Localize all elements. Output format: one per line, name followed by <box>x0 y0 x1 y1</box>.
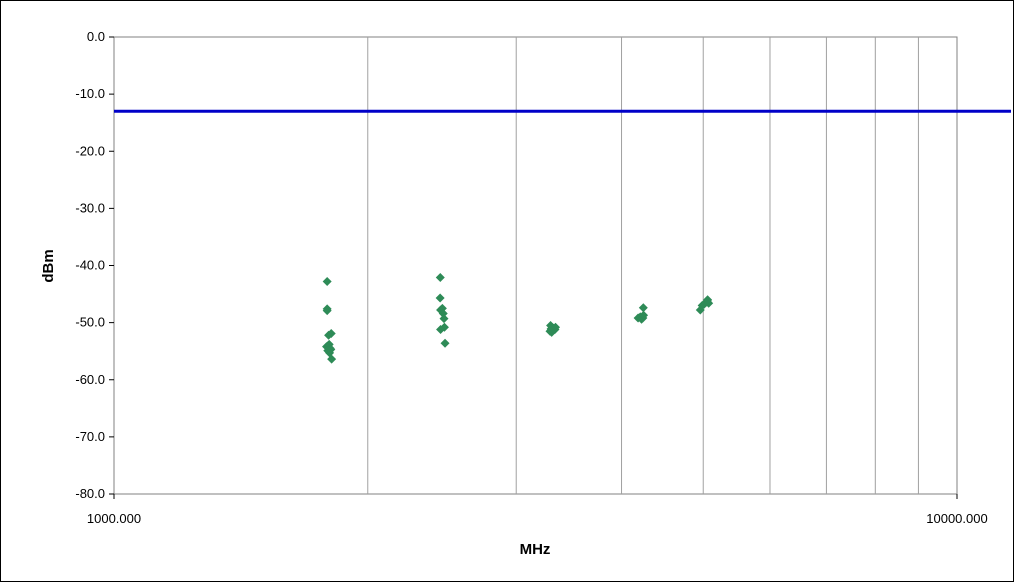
y-tick-label: -70.0 <box>75 429 105 444</box>
y-axis-ticks: 0.0 -10.0 -20.0 -30.0 -40.0 -50.0 -60.0 -70.0 -8… <box>75 29 114 501</box>
data-points <box>322 272 714 364</box>
plot-area <box>113 36 958 495</box>
data-point <box>324 346 334 356</box>
data-point <box>547 327 557 337</box>
y-tick-label: -60.0 <box>75 372 105 387</box>
data-point <box>436 324 446 334</box>
data-point <box>439 314 449 324</box>
data-point <box>639 310 649 320</box>
data-point <box>440 338 450 348</box>
y-tick-label: -50.0 <box>75 315 105 330</box>
y-axis-title: dBm <box>40 249 57 282</box>
y-tick-label: -80.0 <box>75 486 105 501</box>
y-tick-label: 0.0 <box>87 29 105 44</box>
x-tick-label: 10000.000 <box>926 511 987 526</box>
y-tick-label: -40.0 <box>75 258 105 273</box>
data-point <box>435 293 445 303</box>
data-point <box>327 354 337 364</box>
y-tick-label: -20.0 <box>75 143 105 158</box>
data-point <box>322 276 332 286</box>
y-tick-label: -10.0 <box>75 86 105 101</box>
data-point <box>322 306 332 316</box>
data-point <box>703 295 713 305</box>
data-point <box>638 303 648 313</box>
grid-lines <box>367 37 919 494</box>
x-axis-title: MHz <box>520 541 551 558</box>
x-axis-ticks: 1000.000 10000.000 <box>87 494 988 526</box>
y-tick-label: -30.0 <box>75 200 105 215</box>
x-tick-label: 1000.000 <box>87 511 141 526</box>
data-point <box>435 272 445 282</box>
data-point <box>326 328 336 338</box>
